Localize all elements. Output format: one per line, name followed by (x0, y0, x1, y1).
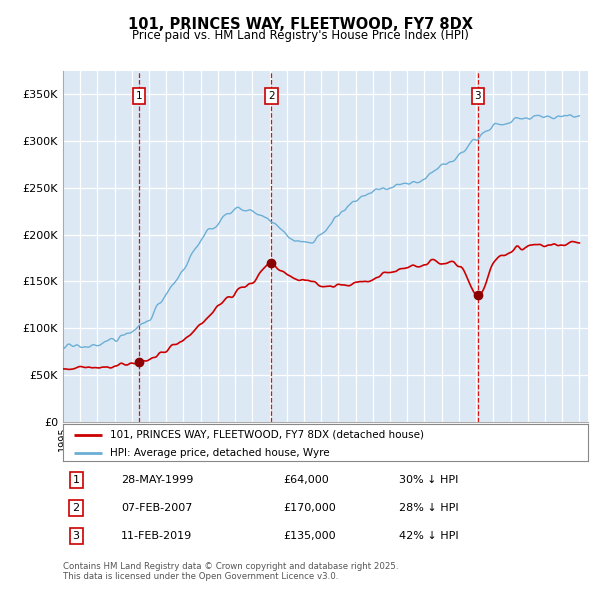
Text: 3: 3 (475, 91, 481, 101)
Text: Price paid vs. HM Land Registry's House Price Index (HPI): Price paid vs. HM Land Registry's House … (131, 30, 469, 42)
Text: £64,000: £64,000 (284, 475, 329, 485)
Text: 1: 1 (73, 475, 80, 485)
Text: 2: 2 (73, 503, 80, 513)
Text: 101, PRINCES WAY, FLEETWOOD, FY7 8DX: 101, PRINCES WAY, FLEETWOOD, FY7 8DX (128, 17, 473, 31)
Text: 1: 1 (136, 91, 142, 101)
Text: 42% ↓ HPI: 42% ↓ HPI (399, 531, 458, 541)
Text: 3: 3 (73, 531, 80, 541)
Text: Contains HM Land Registry data © Crown copyright and database right 2025.
This d: Contains HM Land Registry data © Crown c… (63, 562, 398, 581)
Text: £170,000: £170,000 (284, 503, 336, 513)
Text: 11-FEB-2019: 11-FEB-2019 (121, 531, 192, 541)
Text: 2: 2 (268, 91, 275, 101)
Text: 28% ↓ HPI: 28% ↓ HPI (399, 503, 458, 513)
Text: 28-MAY-1999: 28-MAY-1999 (121, 475, 193, 485)
Text: 07-FEB-2007: 07-FEB-2007 (121, 503, 192, 513)
Text: 30% ↓ HPI: 30% ↓ HPI (399, 475, 458, 485)
Text: HPI: Average price, detached house, Wyre: HPI: Average price, detached house, Wyre (110, 448, 330, 458)
Text: £135,000: £135,000 (284, 531, 336, 541)
Text: 101, PRINCES WAY, FLEETWOOD, FY7 8DX (detached house): 101, PRINCES WAY, FLEETWOOD, FY7 8DX (de… (110, 430, 424, 440)
